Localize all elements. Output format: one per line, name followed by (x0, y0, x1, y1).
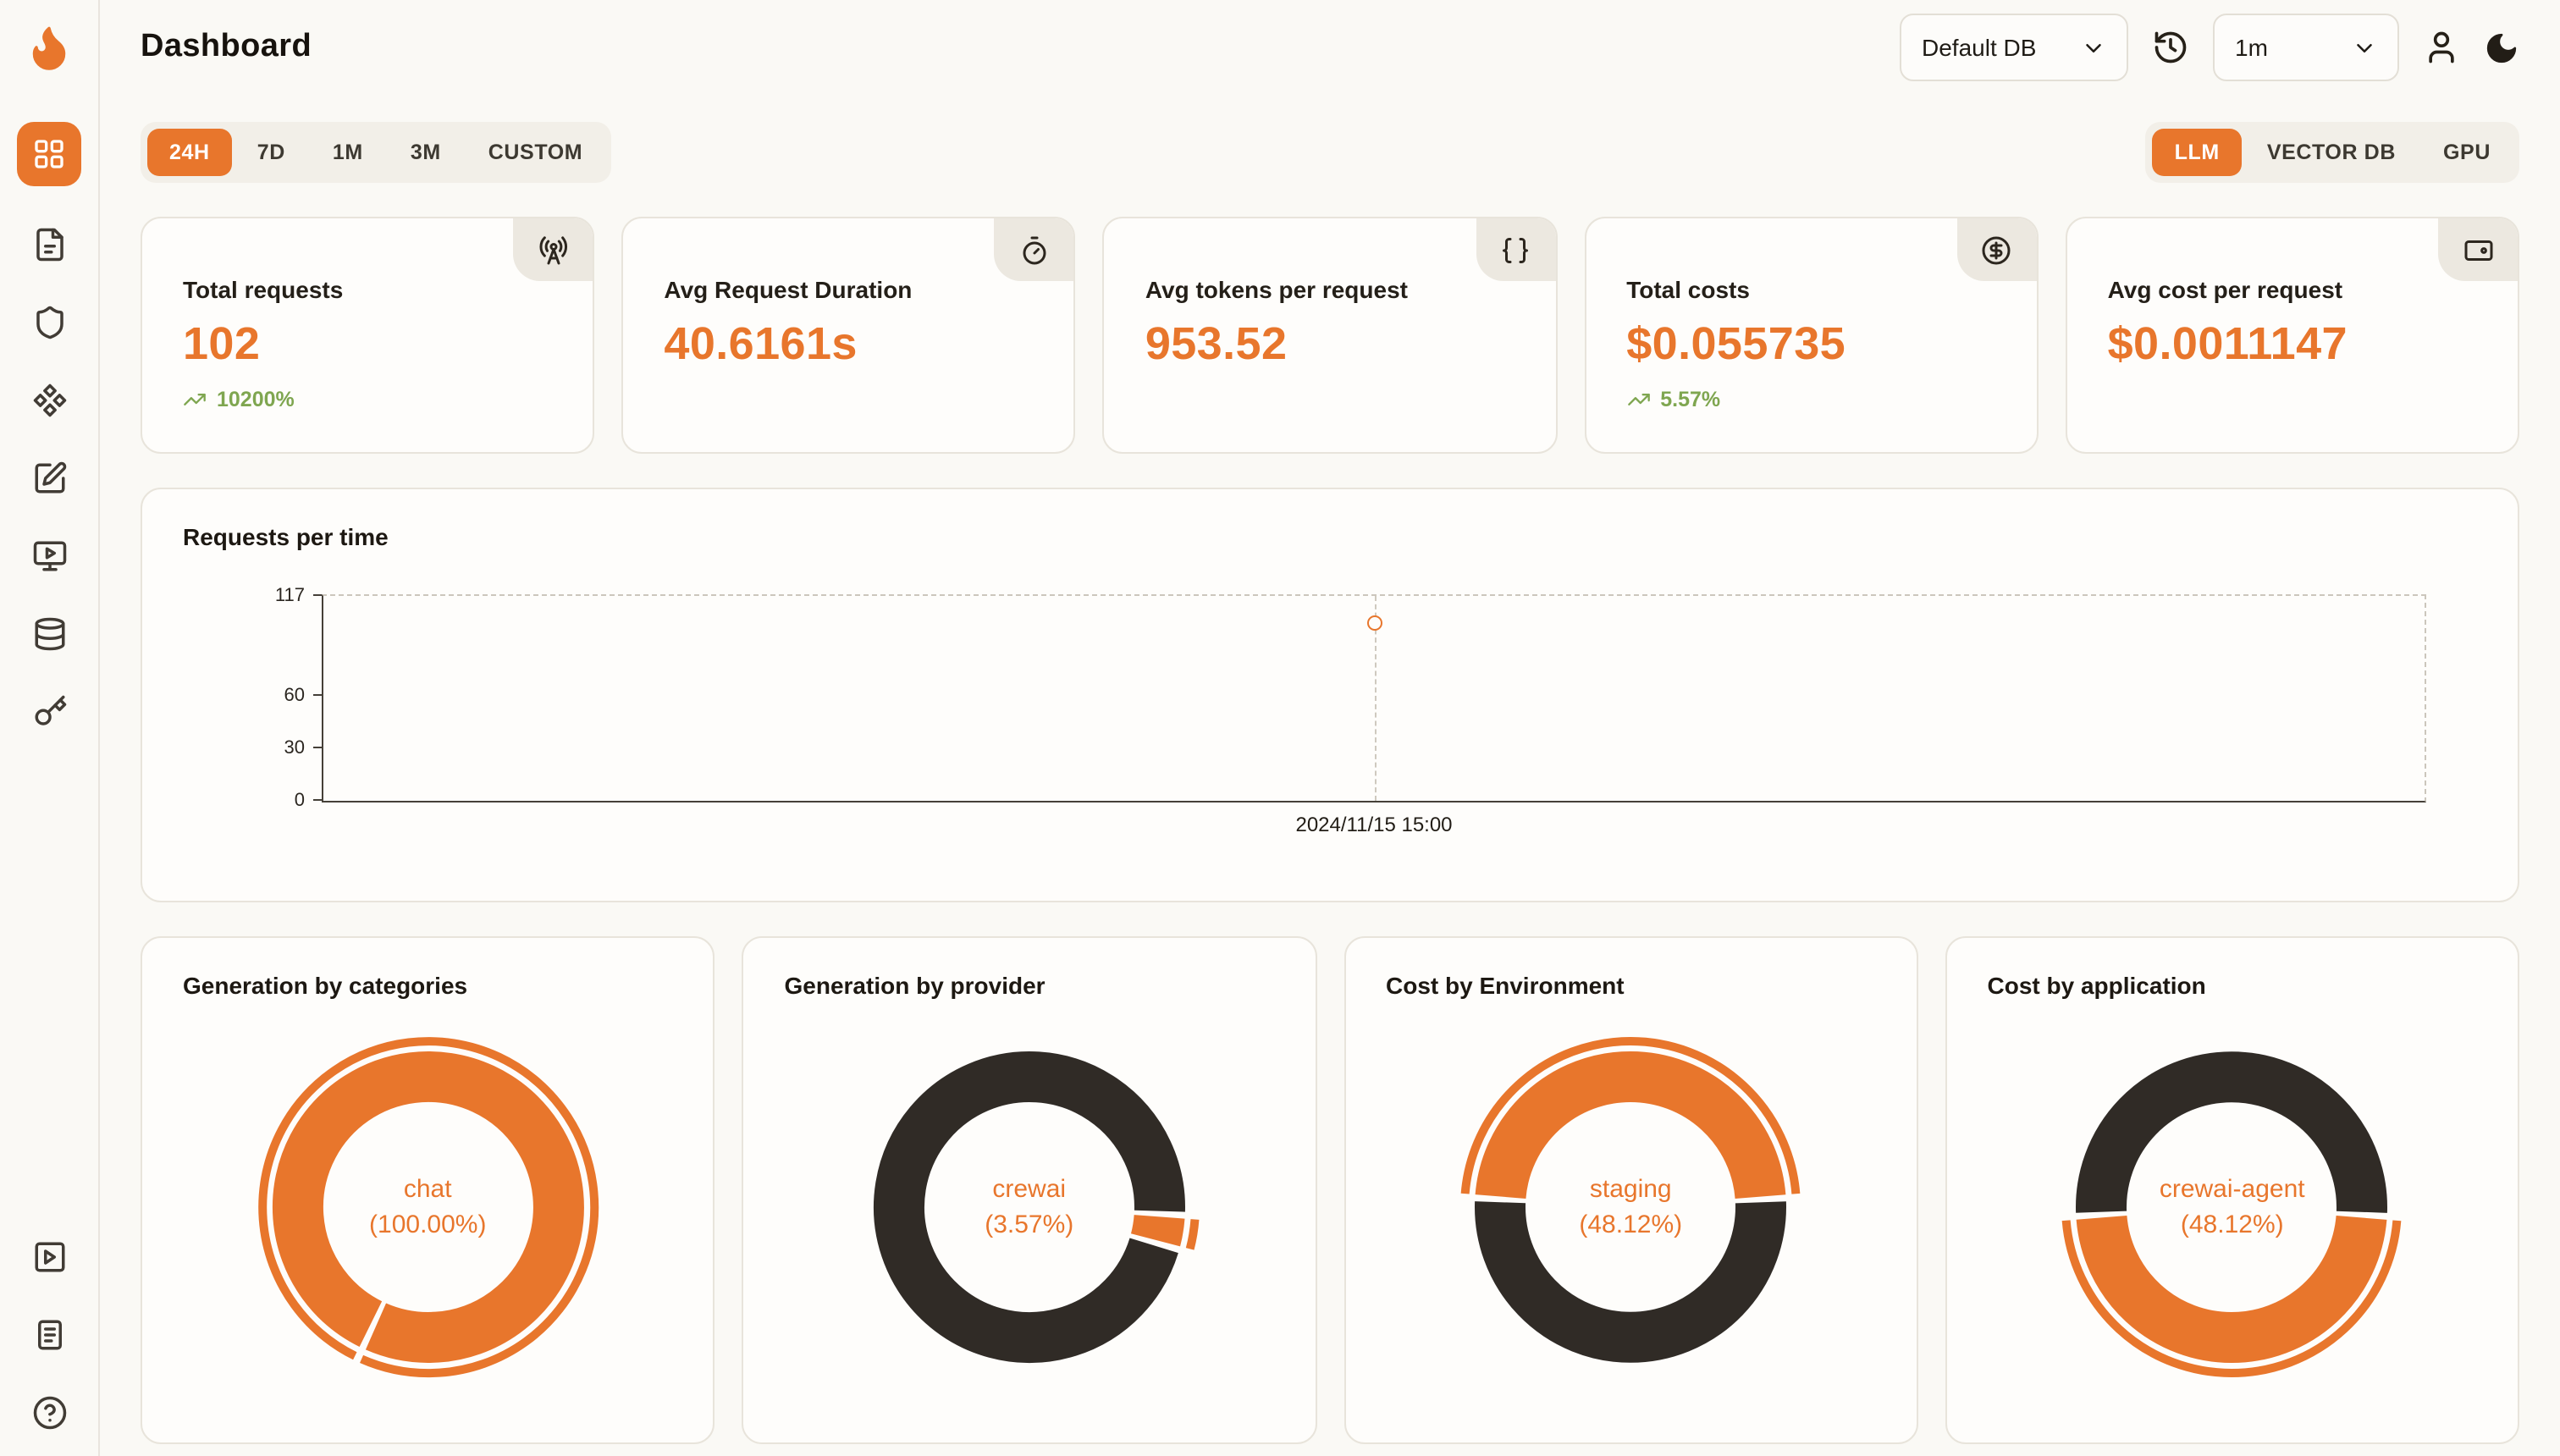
stat-value: 953.52 (1145, 318, 1288, 369)
trending-up-icon (1627, 394, 1650, 405)
refresh-interval-value: 1m (2235, 34, 2268, 61)
stat-value: 40.6161s (664, 318, 858, 369)
chart-title: Generation by categories (183, 972, 468, 999)
sidebar-bottom (17, 1236, 81, 1432)
requests-per-time-card: Requests per time 2024/11/15 15:00 0 30 60… (141, 488, 2519, 902)
stat-value: 102 (183, 318, 261, 369)
tab-24h[interactable]: 24H (147, 129, 232, 176)
chart-title: Cost by Environment (1386, 972, 1625, 999)
profile-button[interactable] (2423, 29, 2460, 66)
tab-vector-db[interactable]: VECTOR DB (2245, 129, 2418, 176)
stat-card-total-costs: Total costs $0.055735 5.57% (1584, 217, 2039, 454)
monitor-play-icon (32, 540, 66, 571)
help-circle-icon (32, 1395, 66, 1429)
sidebar-item-databases[interactable] (17, 613, 81, 654)
sidebar-item-playground[interactable] (17, 535, 81, 576)
database-icon (34, 616, 64, 650)
sidebar-item-getting-started[interactable] (17, 1236, 81, 1277)
chevron-down-icon (2357, 43, 2372, 52)
database-select[interactable]: Default DB (1900, 14, 2128, 81)
sidebar-item-prompt-hub[interactable] (17, 457, 81, 498)
refresh-interval-select[interactable]: 1m (2213, 14, 2399, 81)
chart-title: Generation by provider (784, 972, 1046, 999)
generation-by-categories-card: Generation by categories chat (100.00%) (141, 936, 715, 1444)
requests-file-icon (36, 227, 63, 261)
moon-icon (2486, 32, 2517, 63)
donut-chart-provider (873, 1051, 1200, 1364)
square-pen-icon (34, 461, 66, 493)
key-icon (34, 694, 66, 725)
time-range-tabs: 24H 7D 1M 3M CUSTOM (141, 122, 612, 183)
stat-card-avg-cost-per-request: Avg cost per request $0.0011147 (2065, 217, 2520, 454)
x-axis-label: 2024/11/15 15:00 (1295, 813, 1453, 836)
database-select-value: Default DB (1922, 34, 2037, 61)
generation-by-provider-card: Generation by provider crewai (3.57%) (742, 936, 1316, 1444)
filter-tabs-row: 24H 7D 1M 3M CUSTOM LLM VECTOR DB GPU (141, 122, 2519, 183)
header-controls: Default DB 1m (1900, 14, 2519, 81)
stat-label: Total requests (183, 276, 344, 303)
radio-tower-icon (538, 235, 567, 264)
stat-label: Avg cost per request (2107, 276, 2343, 303)
history-icon (2154, 31, 2187, 63)
page-title: Dashboard (141, 29, 312, 64)
donut-chart-application (2062, 1051, 2403, 1377)
shield-icon (36, 305, 63, 339)
content: 24H 7D 1M 3M CUSTOM LLM VECTOR DB GPU (100, 95, 2560, 1444)
sidebar (0, 0, 100, 1456)
sidebar-item-docs[interactable] (17, 1314, 81, 1354)
donut-chart-categories (257, 1037, 599, 1378)
circle-dollar-icon (1983, 235, 2011, 264)
donut-row: Generation by categories chat (100.00%) … (141, 936, 2519, 1444)
header: Dashboard Default DB 1m (100, 0, 2560, 95)
stat-card-avg-request-duration: Avg Request Duration 40.6161s (621, 217, 1076, 454)
sidebar-nav (17, 122, 81, 731)
stat-label: Avg Request Duration (664, 276, 913, 303)
cost-by-environment-card: Cost by Environment staging (48.12%) (1343, 936, 1918, 1444)
tab-custom[interactable]: CUSTOM (466, 129, 605, 176)
history-button[interactable] (2152, 29, 2189, 66)
theme-toggle-button[interactable] (2484, 30, 2519, 65)
stats-row: Total requests 102 10200% (141, 217, 2520, 454)
stat-delta: 10200% (183, 388, 552, 411)
tab-7d[interactable]: 7D (235, 129, 307, 176)
source-tabs: LLM VECTOR DB GPU (2145, 122, 2519, 183)
braces-icon (1503, 237, 1529, 262)
app-logo[interactable] (19, 17, 80, 78)
stat-card-total-requests: Total requests 102 10200% (141, 217, 595, 454)
docs-icon (37, 1319, 61, 1349)
sidebar-item-exceptions[interactable] (17, 301, 81, 342)
tab-llm[interactable]: LLM (2152, 129, 2242, 176)
flame-icon (32, 26, 66, 70)
cost-by-application-card: Cost by application crewai-agent (48.12%… (1945, 936, 2519, 1444)
tab-1m[interactable]: 1M (311, 129, 385, 176)
line-data-point (1366, 615, 1382, 631)
wallet-icon (2463, 240, 2492, 260)
stat-value: $0.0011147 (2107, 318, 2348, 369)
sidebar-item-integrations[interactable] (17, 379, 81, 420)
sidebar-item-requests[interactable] (17, 223, 81, 264)
chart-title: Cost by application (1987, 972, 2206, 999)
sidebar-item-dashboard[interactable] (17, 122, 81, 186)
sidebar-item-help[interactable] (17, 1392, 81, 1432)
tab-3m[interactable]: 3M (389, 129, 463, 176)
tab-gpu[interactable]: GPU (2421, 129, 2513, 176)
dashboard-grid-icon (35, 140, 63, 168)
stat-card-avg-tokens: Avg tokens per request 953.52 (1102, 217, 1558, 454)
stat-label: Total costs (1626, 276, 1750, 303)
timer-icon (1023, 235, 1046, 264)
sidebar-item-api-keys[interactable] (17, 691, 81, 731)
play-square-icon (34, 1241, 64, 1271)
stat-delta: 5.57% (1626, 388, 1995, 411)
chart-title: Requests per time (183, 523, 389, 550)
trending-up-icon (184, 394, 206, 405)
line-plot: 2024/11/15 15:00 0 30 60 117 (275, 586, 2426, 836)
chevron-down-icon (2086, 43, 2101, 52)
donut-chart-environment (1460, 1037, 1801, 1363)
user-icon (2429, 31, 2454, 63)
stat-value: $0.055735 (1626, 318, 1846, 369)
stat-label: Avg tokens per request (1145, 276, 1408, 303)
components-icon (32, 383, 66, 416)
